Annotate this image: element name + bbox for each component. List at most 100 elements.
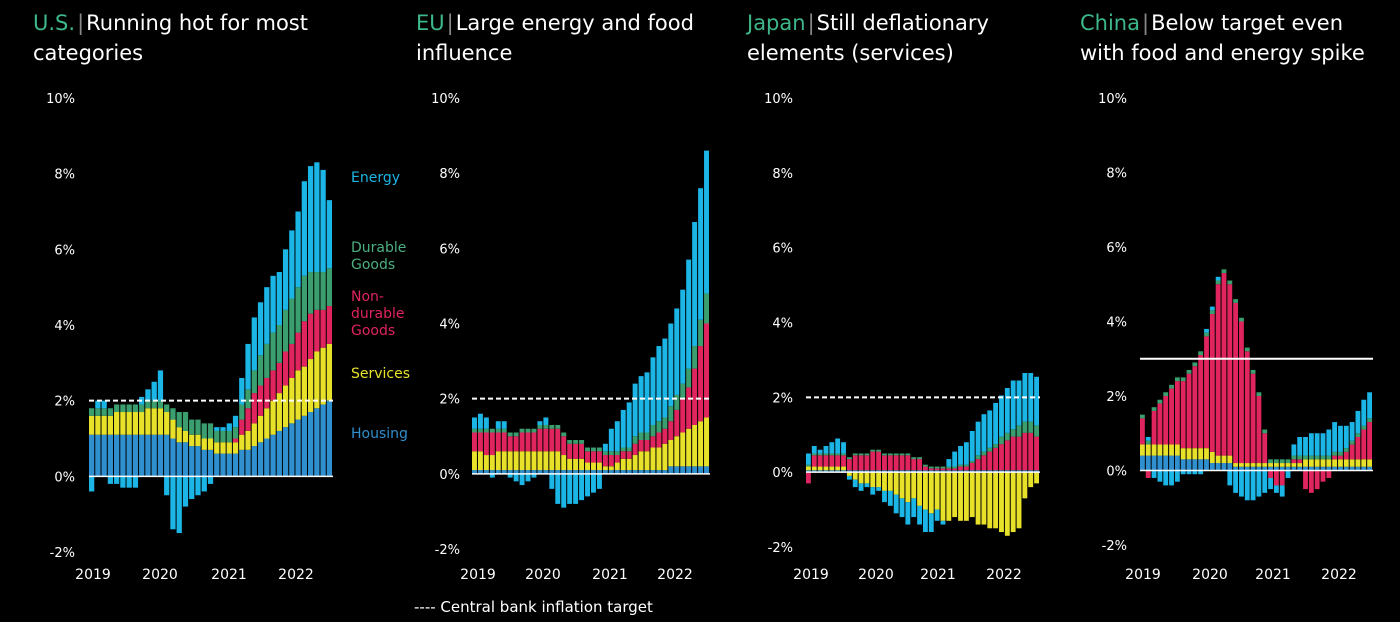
bar-housing	[899, 470, 905, 473]
bar-energy	[876, 487, 882, 491]
bar-nondurable	[662, 428, 668, 444]
bar-nondurable	[923, 466, 928, 471]
bar-energy	[1151, 470, 1157, 478]
bar-services	[264, 408, 270, 439]
bar-nondurable	[899, 455, 905, 471]
bar-housing	[472, 470, 477, 474]
bar-housing	[999, 470, 1004, 473]
bar-energy	[114, 476, 120, 484]
bar-durable	[923, 464, 928, 467]
bar-durable	[1016, 425, 1022, 437]
bar-services	[1262, 463, 1268, 467]
bar-housing	[626, 470, 632, 474]
y-tick-label: 2%	[1106, 390, 1127, 405]
bar-housing	[993, 470, 999, 473]
bar-nondurable	[507, 436, 513, 452]
bar-durable	[1157, 399, 1163, 404]
bar-nondurable	[276, 362, 282, 394]
bar-durable	[1285, 459, 1291, 464]
bar-nondurable	[549, 428, 555, 452]
bar-energy	[1239, 470, 1244, 497]
bar-services	[483, 455, 489, 471]
bar-services	[214, 442, 220, 454]
bar-services	[899, 472, 905, 499]
bar-energy	[686, 259, 692, 369]
bar-durable	[823, 453, 829, 456]
bar-nondurable	[531, 432, 537, 452]
bar-housing	[1326, 466, 1332, 471]
bar-services	[537, 451, 543, 471]
bar-services	[1180, 448, 1186, 460]
bar-durable	[638, 432, 644, 441]
bar-energy	[887, 490, 893, 506]
bar-durable	[993, 444, 999, 448]
bar-services	[295, 370, 301, 420]
bar-durable	[829, 453, 835, 456]
bar-services	[858, 472, 864, 484]
bar-nondurable	[987, 451, 993, 471]
bar-durable	[1291, 455, 1297, 460]
bar-housing	[189, 446, 195, 477]
bar-nondurable	[686, 387, 692, 429]
bar-energy	[698, 188, 704, 320]
x-tick-label: 2022	[278, 567, 314, 583]
bar-energy	[852, 479, 858, 488]
bar-housing	[495, 470, 501, 474]
bar-energy	[1285, 470, 1291, 478]
bar-services	[632, 455, 638, 471]
bar-nondurable	[975, 459, 981, 471]
bar-durable	[139, 404, 145, 413]
bar-durable	[472, 428, 477, 433]
bar-services	[893, 472, 899, 495]
bar-services	[596, 462, 602, 471]
bar-energy	[101, 400, 107, 409]
bar-durable	[1239, 317, 1244, 322]
bar-services	[981, 472, 987, 525]
bar-services	[864, 472, 870, 484]
bar-nondurable	[1326, 470, 1332, 478]
bar-housing	[170, 438, 176, 477]
bar-energy	[650, 357, 656, 425]
bar-durable	[120, 404, 126, 413]
bar-services	[668, 440, 674, 467]
x-tick-label: 2021	[920, 567, 956, 583]
bar-services	[1343, 459, 1349, 467]
bar-nondurable	[817, 455, 823, 467]
bar-services	[1338, 459, 1343, 467]
bar-nondurable	[264, 377, 270, 409]
bar-housing	[835, 470, 841, 473]
bar-energy	[1209, 306, 1215, 311]
bar-durable	[1192, 362, 1198, 367]
panel-title: U.S.|Running hot for most categories	[33, 8, 363, 68]
bar-housing	[101, 434, 107, 477]
bar-energy	[507, 473, 513, 478]
bar-nondurable	[1028, 432, 1034, 471]
bar-housing	[477, 470, 483, 474]
bar-energy	[1016, 380, 1022, 426]
bar-energy	[232, 415, 239, 428]
bar-durable	[182, 412, 189, 431]
bar-energy	[164, 476, 170, 496]
bar-energy	[251, 317, 257, 371]
bar-durable	[602, 451, 608, 456]
bar-durable	[958, 464, 963, 467]
bar-energy	[662, 338, 668, 418]
bar-services	[573, 458, 579, 471]
bar-housing	[289, 423, 295, 477]
bar-nondurable	[823, 455, 829, 467]
bar-housing	[806, 470, 811, 473]
x-tick-label: 2022	[657, 567, 693, 583]
y-tick-label: 6%	[1106, 241, 1127, 256]
bar-energy	[987, 410, 993, 448]
bar-housing	[226, 453, 232, 477]
legend-nondurable: Non-durable Goods	[351, 289, 404, 340]
bar-durable	[232, 427, 239, 439]
bar-durable	[1198, 351, 1204, 356]
bar-nondurable	[969, 462, 975, 471]
bar-services	[1169, 444, 1174, 456]
bar-nondurable	[1367, 422, 1372, 460]
y-tick-label: 0%	[439, 468, 460, 483]
title-text: Running hot for most categories	[33, 11, 308, 65]
bar-services	[1151, 444, 1157, 456]
bar-nondurable	[326, 306, 332, 344]
